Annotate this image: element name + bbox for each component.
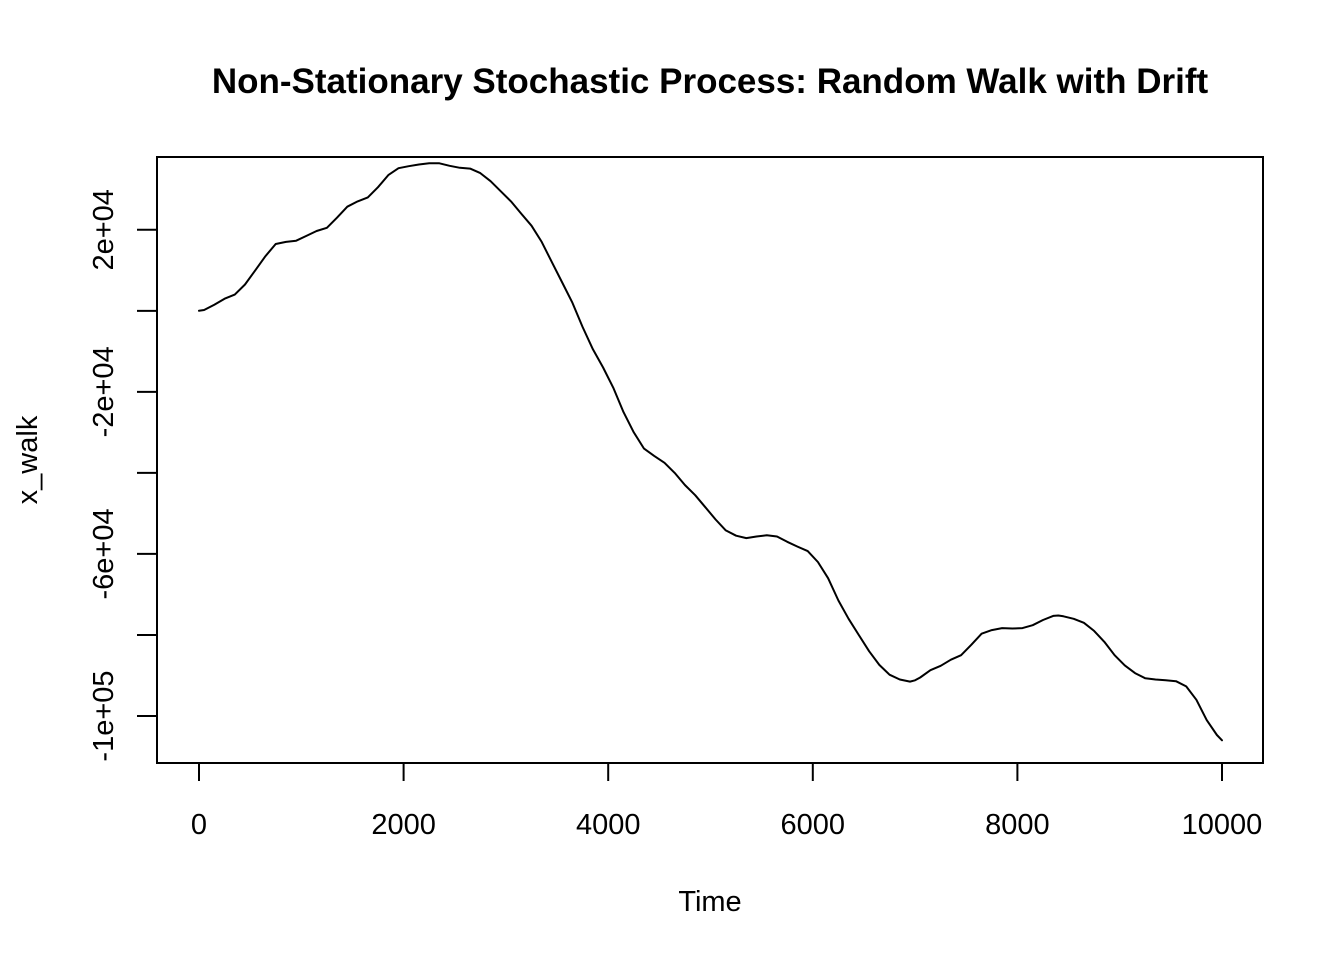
y-axis-label: x_walk [12,415,44,504]
x-axis-label: Time [678,886,741,918]
y-axis: -1e+05 -6e+04 -2e+04 2e+04 [88,189,157,762]
y-tick-label: -1e+05 [88,670,120,761]
plot-frame [156,156,1264,764]
x-tick-label: 8000 [985,809,1050,841]
x-tick-label: 0 [191,809,207,841]
series-line-x_walk [198,162,1223,742]
y-tick-label: -6e+04 [88,508,120,599]
x-axis: 0 2000 4000 6000 8000 10000 [191,763,1262,841]
y-tick-label: -2e+04 [88,346,120,437]
x-tick-label: 2000 [371,809,436,841]
x-tick-label: 4000 [576,809,641,841]
chart-title: Non-Stationary Stochastic Process: Rando… [212,62,1209,101]
x-tick-label: 6000 [781,809,846,841]
y-tick-label: 2e+04 [88,189,120,270]
x-tick-label: 10000 [1182,809,1263,841]
